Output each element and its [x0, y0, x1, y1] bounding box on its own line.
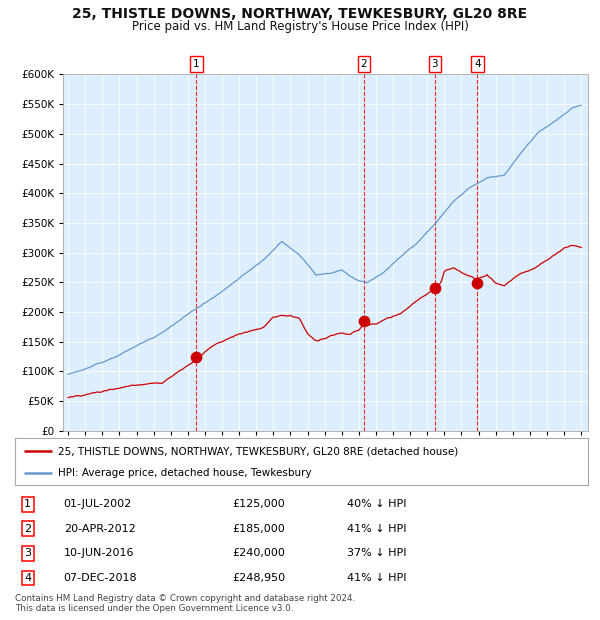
Text: £185,000: £185,000 — [233, 524, 286, 534]
Text: £125,000: £125,000 — [233, 499, 286, 509]
Text: 40% ↓ HPI: 40% ↓ HPI — [347, 499, 407, 509]
Text: Contains HM Land Registry data © Crown copyright and database right 2024.
This d: Contains HM Land Registry data © Crown c… — [15, 594, 355, 613]
Text: 3: 3 — [24, 549, 31, 559]
Text: 41% ↓ HPI: 41% ↓ HPI — [347, 573, 407, 583]
Text: HPI: Average price, detached house, Tewkesbury: HPI: Average price, detached house, Tewk… — [58, 468, 311, 478]
Text: 07-DEC-2018: 07-DEC-2018 — [64, 573, 137, 583]
Text: 4: 4 — [24, 573, 31, 583]
Text: 2: 2 — [361, 59, 367, 69]
Text: 01-JUL-2002: 01-JUL-2002 — [64, 499, 132, 509]
Text: 20-APR-2012: 20-APR-2012 — [64, 524, 136, 534]
Text: 1: 1 — [24, 499, 31, 509]
Text: 3: 3 — [431, 59, 438, 69]
Point — [430, 283, 440, 293]
Text: 25, THISTLE DOWNS, NORTHWAY, TEWKESBURY, GL20 8RE (detached house): 25, THISTLE DOWNS, NORTHWAY, TEWKESBURY,… — [58, 446, 458, 456]
Text: 10-JUN-2016: 10-JUN-2016 — [64, 549, 134, 559]
Point — [191, 352, 201, 361]
Point — [473, 278, 482, 288]
Text: 41% ↓ HPI: 41% ↓ HPI — [347, 524, 407, 534]
Text: 37% ↓ HPI: 37% ↓ HPI — [347, 549, 407, 559]
Text: 25, THISTLE DOWNS, NORTHWAY, TEWKESBURY, GL20 8RE: 25, THISTLE DOWNS, NORTHWAY, TEWKESBURY,… — [73, 7, 527, 22]
Text: Price paid vs. HM Land Registry's House Price Index (HPI): Price paid vs. HM Land Registry's House … — [131, 20, 469, 33]
Text: £240,000: £240,000 — [233, 549, 286, 559]
Text: £248,950: £248,950 — [233, 573, 286, 583]
Point — [359, 316, 369, 326]
Text: 1: 1 — [193, 59, 200, 69]
Text: 4: 4 — [474, 59, 481, 69]
Text: 2: 2 — [24, 524, 31, 534]
